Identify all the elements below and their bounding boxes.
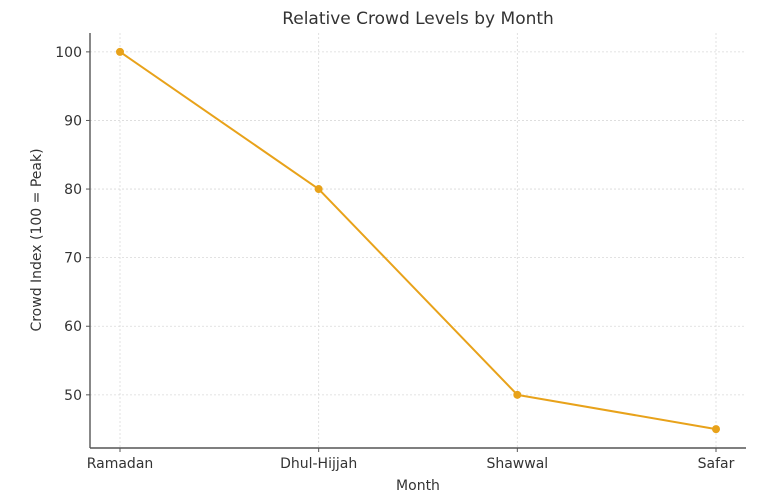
- y-tick-label: 90: [64, 113, 82, 129]
- chart-title: Relative Crowd Levels by Month: [282, 9, 554, 29]
- x-tick-label: Dhul-Hijjah: [280, 456, 357, 472]
- data-point: [314, 185, 323, 194]
- grid-layer: [90, 33, 746, 448]
- data-point: [513, 390, 522, 399]
- data-point: [712, 425, 720, 434]
- x-tick-label: Ramadan: [87, 456, 154, 472]
- series-line: [119, 51, 717, 431]
- y-tick-label: 60: [64, 319, 82, 335]
- y-axis-label: Crowd Index (100 = Peak): [29, 148, 45, 331]
- data-point: [116, 47, 124, 56]
- y-tick-label: 100: [55, 45, 82, 61]
- y-tick-label: 70: [64, 251, 82, 267]
- series-layer: [116, 47, 720, 434]
- y-tick-label: 50: [64, 388, 82, 404]
- y-tick-label: 80: [64, 182, 82, 198]
- x-axis-label: Month: [396, 478, 440, 494]
- x-tick-label: Safar: [698, 456, 735, 472]
- ticks-layer: Ramadan Dhul-Hijjah Shawwal Safar 50 60 70 80 90…: [55, 45, 734, 472]
- x-tick-label: Shawwal: [486, 456, 548, 472]
